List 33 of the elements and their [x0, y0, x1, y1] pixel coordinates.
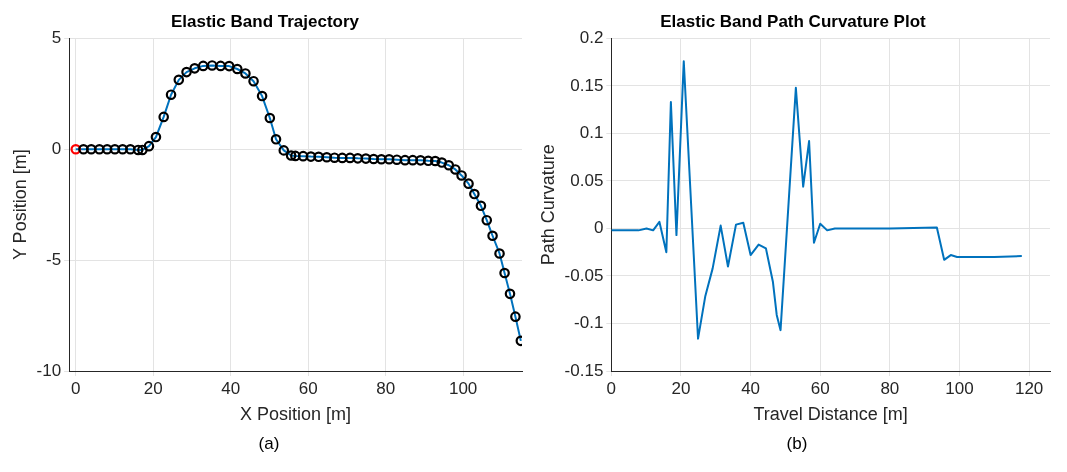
y-tick-label: -0.15 [564, 360, 604, 380]
y-tick-label: 0 [51, 138, 62, 158]
y-axis-title: Path Curvature [537, 144, 558, 266]
x-tick-label: 20 [143, 378, 163, 398]
x-axis-title: Travel Distance [m] [753, 404, 908, 425]
y-tick-label: 0 [593, 218, 604, 238]
chart-title: Elastic Band Path Curvature Plot [660, 11, 927, 31]
y-tick-label: 5 [51, 28, 62, 48]
y-tick-label: 0.15 [570, 75, 604, 95]
x-tick-label: 60 [810, 378, 830, 398]
x-tick-label: 120 [1014, 378, 1044, 398]
x-axis-title: X Position [m] [240, 404, 352, 425]
x-tick-label: 40 [221, 378, 241, 398]
y-tick-label: -0.05 [564, 265, 604, 285]
y-tick-label: 0.1 [579, 123, 604, 143]
x-tick-label: 0 [606, 378, 617, 398]
text: (b) [785, 434, 809, 454]
x-tick-label: 80 [376, 378, 396, 398]
y-axis-title: Y Position [m] [9, 149, 30, 261]
x-tick-label: 60 [298, 378, 318, 398]
chart-title: Elastic Band Trajectory [170, 11, 360, 31]
x-tick-label: 40 [741, 378, 761, 398]
y-tick-label: -5 [46, 249, 62, 269]
y-tick-label: -10 [36, 360, 62, 380]
x-tick-label: 20 [671, 378, 691, 398]
y-tick-label: 0.05 [570, 170, 604, 190]
y-tick-label: 0.2 [579, 28, 604, 48]
text: (a) [257, 434, 281, 454]
x-tick-label: 0 [71, 378, 81, 398]
x-tick-label: 100 [448, 378, 478, 398]
y-tick-label: -0.1 [574, 313, 604, 333]
x-tick-label: 100 [945, 378, 974, 398]
x-tick-label: 80 [880, 378, 900, 398]
